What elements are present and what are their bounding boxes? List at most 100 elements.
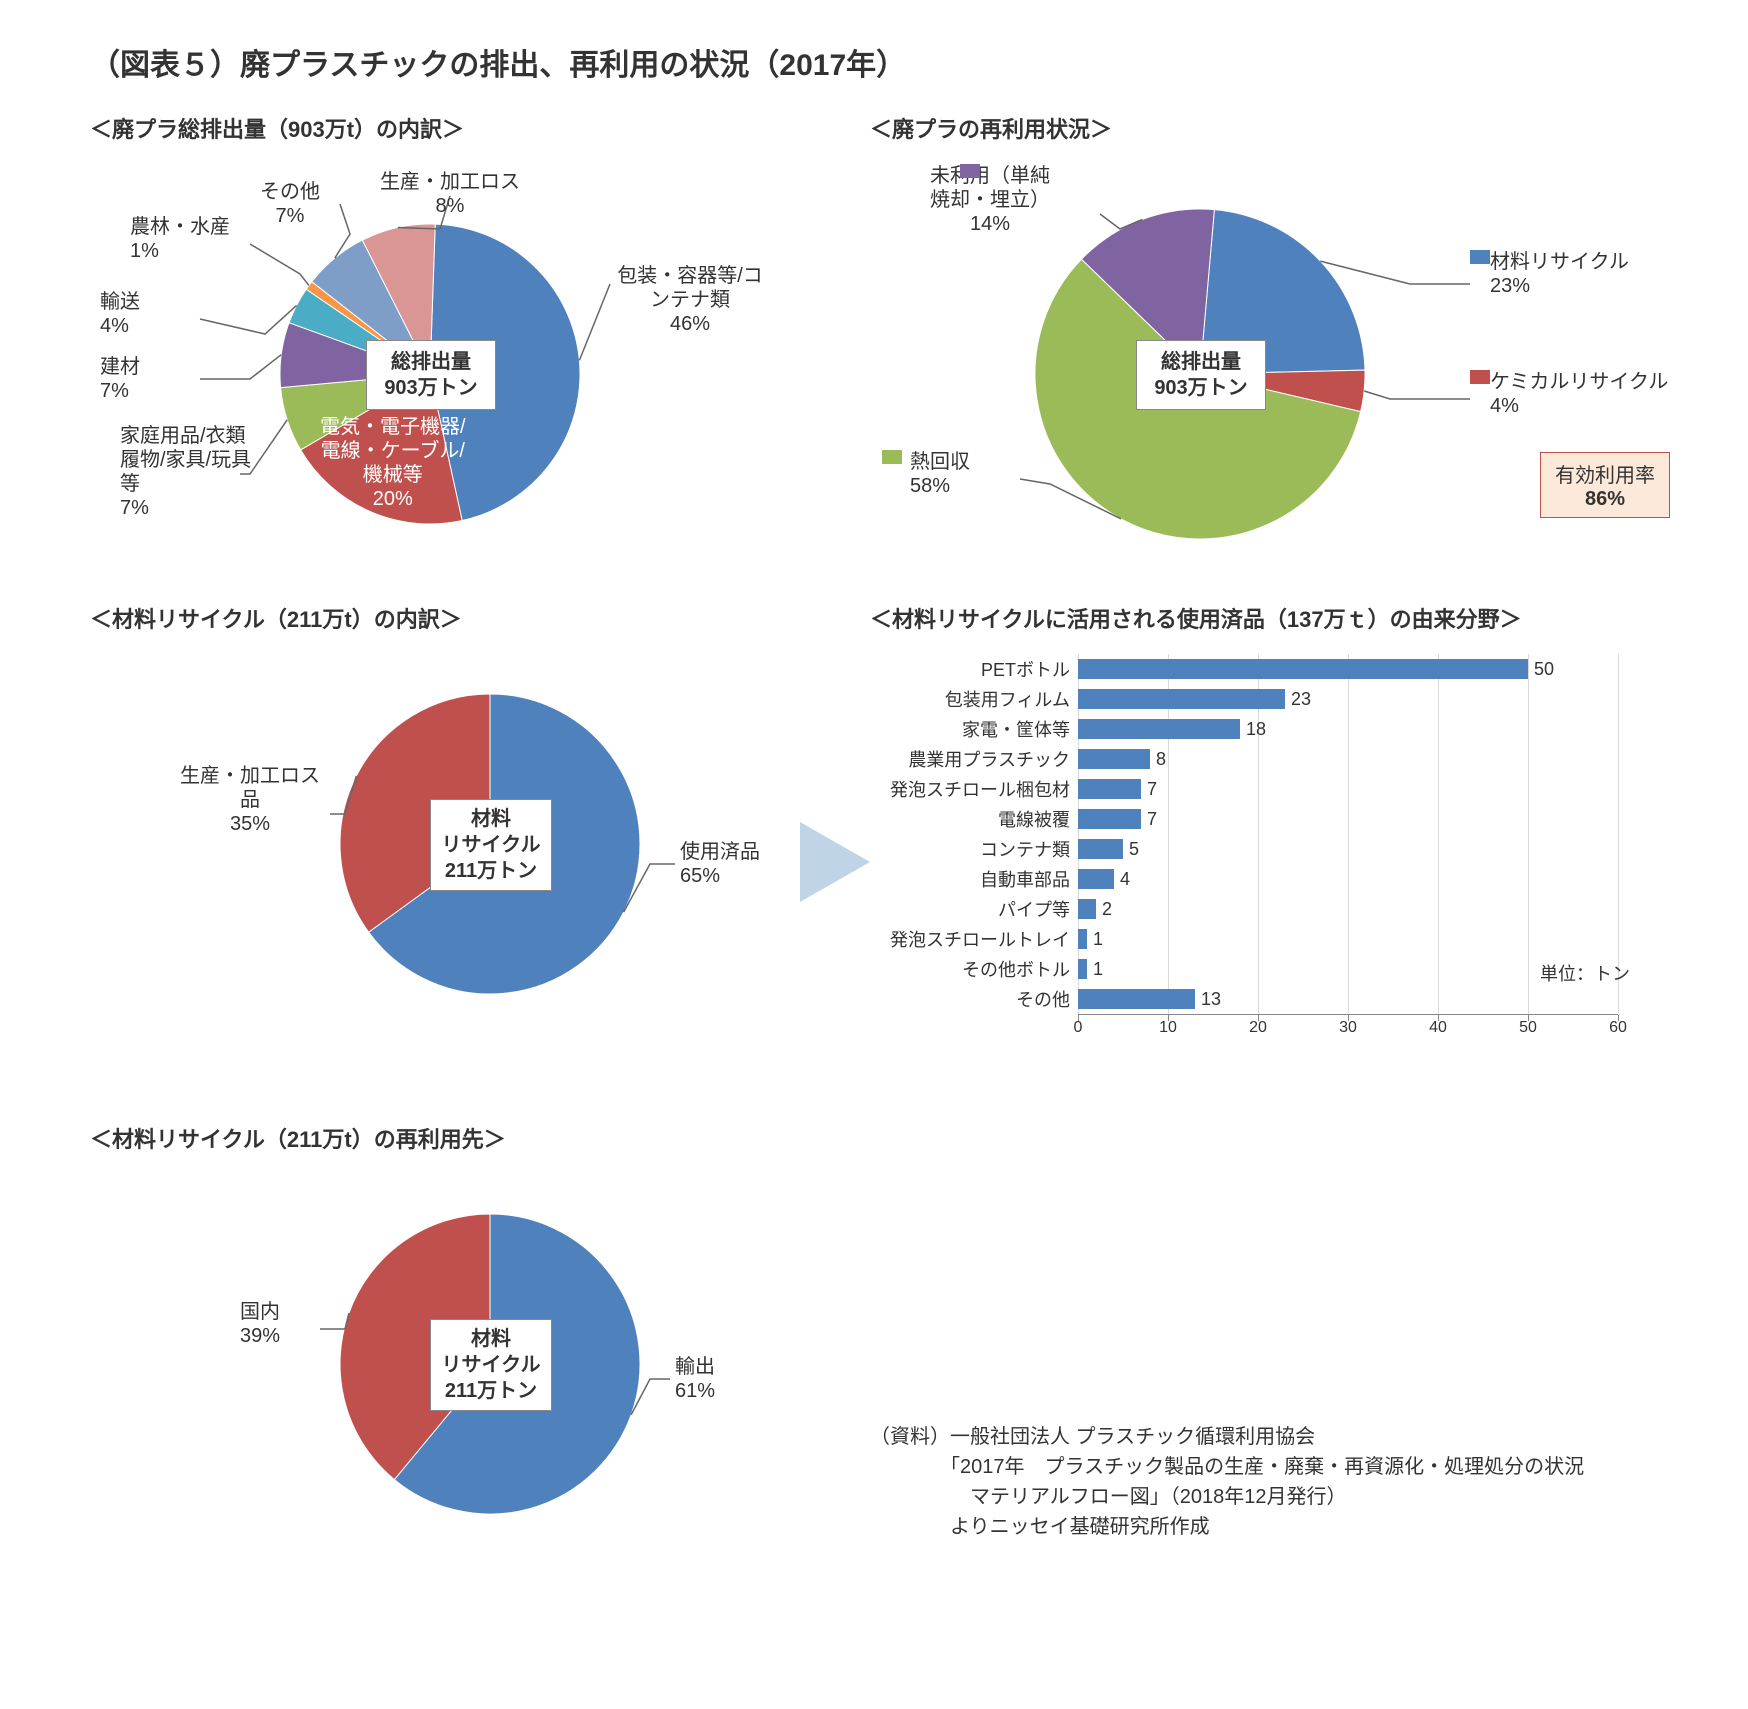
legend-item (1470, 364, 1690, 388)
arrow-icon (790, 802, 880, 922)
bar-tick-label: 40 (1429, 1019, 1447, 1037)
bar-value: 5 (1129, 839, 1139, 860)
pie-destination: 材料 リサイクル 211万トン 輸出 61% 国内 39% (120, 1154, 880, 1554)
bar-rect (1078, 689, 1285, 709)
bar-category: PETボトル (870, 656, 1078, 682)
bar-rect (1078, 899, 1096, 919)
leader-line (1320, 261, 1470, 284)
bar-value: 8 (1156, 749, 1166, 770)
bar-value: 50 (1534, 659, 1554, 680)
slice-label: 未利用（単純 焼却・埋立） 14% (880, 164, 1100, 236)
bar-rect (1078, 719, 1240, 739)
bar-value: 7 (1147, 779, 1157, 800)
legend-item (882, 444, 912, 468)
legend-item (1470, 244, 1690, 268)
bar-category: パイプ等 (870, 896, 1078, 922)
slice-label: 国内 39% (200, 1300, 320, 1348)
panel-used-product-origins: ＜材料リサイクルに活用される使用済品（137万ｔ）の由来分野＞ PETボトル50… (870, 602, 1670, 1039)
bar-row: 家電・筐体等 18 (870, 714, 1650, 744)
pie-center-box: 総排出量 903万トン (1136, 340, 1266, 410)
slice-label: 生産・加工ロス 8% (360, 170, 540, 218)
panel3-subtitle: ＜材料リサイクル（211万t）の内訳＞ (90, 602, 850, 634)
bar-category: その他ボトル (870, 956, 1078, 982)
source-citation: （資料）一般社団法人 プラスチック循環利用協会 「2017年 プラスチック製品の… (870, 1422, 1670, 1542)
bar-value: 7 (1147, 809, 1157, 830)
panel2-subtitle: ＜廃プラの再利用状況＞ (870, 112, 1670, 144)
bar-rect (1078, 659, 1528, 679)
bar-rect (1078, 779, 1141, 799)
bar-category: 農業用プラスチック (870, 746, 1078, 772)
panel4-subtitle: ＜材料リサイクルに活用される使用済品（137万ｔ）の由来分野＞ (870, 602, 1670, 634)
bar-rect (1078, 929, 1087, 949)
bar-rect (1078, 869, 1114, 889)
legend-item (960, 158, 990, 182)
bar-xaxis: 0102030405060 (1078, 1014, 1618, 1039)
bar-category: 家電・筐体等 (870, 716, 1078, 742)
bar-rect (1078, 959, 1087, 979)
bar-row: 農業用プラスチック 8 (870, 744, 1650, 774)
pie-center-box: 総排出量 903万トン (366, 340, 496, 410)
source-line: よりニッセイ基礎研究所作成 (870, 1512, 1670, 1542)
pie-center-box: 材料 リサイクル 211万トン (430, 799, 552, 891)
bar-category: その他 (870, 986, 1078, 1012)
panel-material-recycle-destination: ＜材料リサイクル（211万t）の再利用先＞ 材料 リサイクル 211万トン 輸出 … (90, 1122, 850, 1554)
bar-row: 電線被覆 7 (870, 804, 1650, 834)
bar-value: 1 (1093, 929, 1103, 950)
efficiency-box: 有効利用率 86% (1540, 452, 1670, 518)
slice-label: 輸出 61% (675, 1355, 795, 1403)
bar-tick-label: 60 (1609, 1019, 1627, 1037)
bar-value: 23 (1291, 689, 1311, 710)
bar-tick-label: 0 (1074, 1019, 1083, 1037)
bar-rect (1078, 749, 1150, 769)
bar-value: 1 (1093, 959, 1103, 980)
bar-category: 電線被覆 (870, 806, 1078, 832)
efficiency-label: 有効利用率 (1555, 465, 1655, 487)
pie-emissions: 総排出量 903万トン 包装・容器等/コ ンテナ類 46% 電気・電子機器/ 電線・… (90, 144, 850, 564)
slice-label: その他 7% (230, 180, 350, 228)
page-title: （図表５）廃プラスチックの排出、再利用の状況（2017年） (90, 40, 1658, 84)
slice-label: 包装・容器等/コ ンテナ類 46% (590, 264, 790, 336)
bar-rect (1078, 839, 1123, 859)
slice-label: 生産・加工ロス 品 35% (160, 764, 340, 836)
bar-category: コンテナ類 (870, 836, 1078, 862)
slice-label: 電気・電子機器/ 電線・ケーブル/ 機械等 20% (303, 415, 483, 511)
panel-material-recycle-breakdown: ＜材料リサイクル（211万t）の内訳＞ 材料 リサイクル 211万トン使用済品 … (90, 602, 850, 1034)
bar-row: 自動車部品 4 (870, 864, 1650, 894)
bar-rect (1078, 989, 1195, 1009)
bar-chart-origins: PETボトル50包装用フィルム23家電・筐体等18農業用プラスチック8発泡スチロ… (870, 654, 1650, 1039)
bar-row: パイプ等 2 (870, 894, 1650, 924)
source-line: （資料）一般社団法人 プラスチック循環利用協会 (870, 1422, 1670, 1452)
bar-tick-label: 50 (1519, 1019, 1537, 1037)
bar-row: コンテナ類 5 (870, 834, 1650, 864)
bar-tick-label: 10 (1159, 1019, 1177, 1037)
bar-row: 発泡スチロールトレイ 1 (870, 924, 1650, 954)
efficiency-value: 86% (1585, 488, 1625, 510)
source-line: 「2017年 プラスチック製品の生産・廃棄・再資源化・処理処分の状況 (870, 1452, 1670, 1482)
panel-emissions-breakdown: ＜廃プラ総排出量（903万t）の内訳＞ 総排出量 903万トン 包装・容器等/コ … (90, 112, 850, 564)
bar-value: 13 (1201, 989, 1221, 1010)
source-line: マテリアルフロー図」（2018年12月発行） (870, 1482, 1670, 1512)
bar-category: 自動車部品 (870, 866, 1078, 892)
bar-value: 2 (1102, 899, 1112, 920)
bar-row: その他ボトル 1 (870, 954, 1650, 984)
bar-category: 発泡スチロールトレイ (870, 926, 1078, 952)
bar-category: 包装用フィルム (870, 686, 1078, 712)
bar-value: 4 (1120, 869, 1130, 890)
bar-tick-label: 30 (1339, 1019, 1357, 1037)
bar-row: 発泡スチロール梱包材 7 (870, 774, 1650, 804)
bar-row: PETボトル 50 (870, 654, 1650, 684)
bar-rect (1078, 809, 1141, 829)
bar-row: 包装用フィルム 23 (870, 684, 1650, 714)
bar-category: 発泡スチロール梱包材 (870, 776, 1078, 802)
bar-value: 18 (1246, 719, 1266, 740)
slice-label: 輸送 4% (100, 290, 220, 338)
slice-label: 建材 7% (100, 355, 220, 403)
panel1-subtitle: ＜廃プラ総排出量（903万t）の内訳＞ (90, 112, 850, 144)
slice-label: 家庭用品/衣類 履物/家具/玩具 等 7% (120, 424, 320, 520)
pie-material-recycle: 材料 リサイクル 211万トン使用済品 65%生産・加工ロス 品 35% (120, 634, 880, 1034)
pie-center-box: 材料 リサイクル 211万トン (430, 1319, 552, 1411)
slice-label: 熱回収 58% (910, 450, 1050, 498)
bar-row: その他 13 (870, 984, 1650, 1014)
panel-reuse-status: ＜廃プラの再利用状況＞ 総排出量 903万トン材料リサイクル 23%ケミカルリサ… (870, 112, 1670, 564)
panel5-subtitle: ＜材料リサイクル（211万t）の再利用先＞ (90, 1122, 850, 1154)
